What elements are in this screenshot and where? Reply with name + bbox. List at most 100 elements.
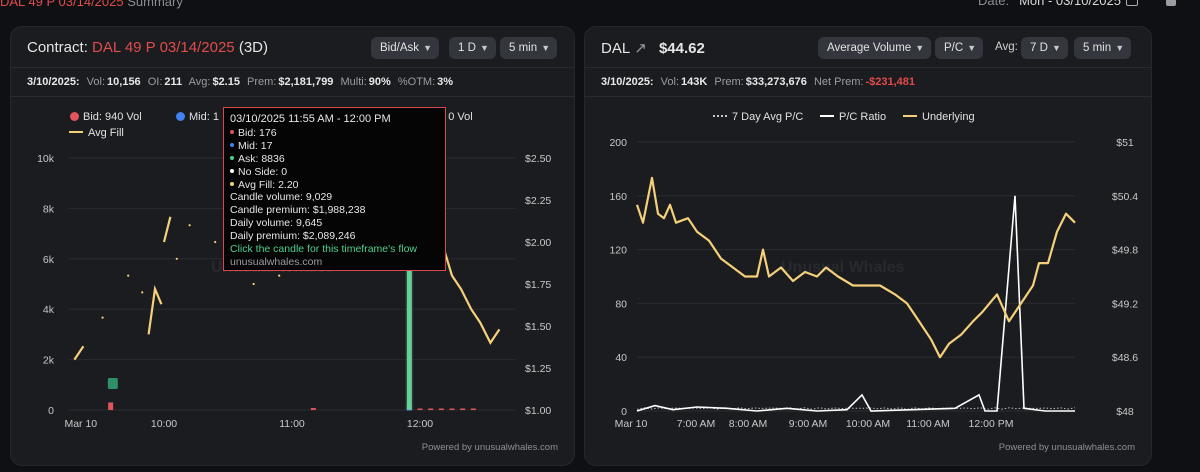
y-axis-tick-label: 200	[609, 137, 627, 149]
legend-mid[interactable]: Mid: 1	[176, 111, 219, 123]
tooltip-bid-text: Bid: 176	[238, 126, 277, 139]
date-value[interactable]: Mon - 03/10/2025	[1019, 0, 1121, 8]
avg-fill-point	[252, 282, 255, 286]
title-prefix: Contract:	[27, 39, 88, 56]
y2-axis-tick-label: $2.25	[525, 195, 551, 207]
range-dropdown[interactable]: 1 D ▼	[449, 37, 496, 59]
ask-dot-icon	[230, 155, 234, 160]
x-axis-tick-label: Mar 10	[615, 418, 648, 430]
legend-avgfill-label: Avg Fill	[88, 127, 124, 139]
panel-header: Contract: DAL 49 P 03/14/2025 (3D) Bid/A…	[11, 27, 574, 67]
line-swatch-icon	[69, 131, 83, 133]
avg-dropdown[interactable]: 7 D ▼	[1021, 37, 1068, 59]
y2-axis-tick-label: $1.75	[525, 279, 551, 291]
noside-dot-icon	[230, 168, 234, 173]
y-axis-tick-label: 8k	[43, 203, 55, 215]
panel-title: DAL ↗ $44.62	[601, 39, 705, 57]
ticker[interactable]: DAL	[601, 40, 631, 57]
avg-fill-point	[101, 316, 104, 319]
y2-axis-tick-label: $50.4	[1112, 191, 1138, 203]
tooltip-candle-volume: Candle volume: 9,029	[230, 191, 333, 204]
chevron-down-icon: ▼	[541, 43, 551, 53]
tooltip-title: 03/10/2025 11:55 AM - 12:00 PM	[230, 113, 391, 125]
y-axis-tick-label: 40	[615, 352, 627, 364]
stat-vol-label: Vol:	[660, 76, 680, 88]
stat-netprem-label: Net Prem:	[813, 76, 864, 88]
y-axis-tick-label: 10k	[37, 153, 55, 165]
tooltip-noside: No Side: 0	[230, 166, 439, 179]
x-axis-tick-label: 10:00 AM	[846, 418, 890, 430]
y-axis-tick-label: 2k	[43, 355, 55, 367]
legend-underlying[interactable]: Underlying	[903, 111, 975, 123]
tooltip-avgfill: Avg Fill: 2.20	[230, 179, 439, 192]
avg-fill-line	[147, 284, 163, 335]
line-swatch-icon	[903, 115, 917, 117]
y2-axis-tick-label: $51	[1116, 137, 1134, 149]
mid-dot-icon	[176, 112, 185, 121]
date-picker[interactable]: Date: Mon - 03/10/2025	[978, 0, 1121, 8]
pc-ratio-chart[interactable]: 0 40 80 120 160 200 $48 $48.6 $49.2 $49.8 $50.4 $51…	[585, 27, 1153, 467]
top-bar: DAL 49 P 03/14/2025 Summary Date: Mon - 0…	[0, 0, 1200, 20]
y-axis-tick-label: 6k	[43, 254, 55, 266]
bid-bar	[438, 408, 444, 410]
bid-bar	[428, 408, 434, 410]
y2-axis-tick-label: $1.25	[525, 363, 551, 375]
legend-avg7[interactable]: 7 Day Avg P/C	[713, 111, 803, 123]
external-link-icon[interactable]: ↗	[634, 40, 647, 57]
interval-dropdown[interactable]: 5 min ▼	[500, 37, 558, 59]
legend-mid-label: Mid: 1	[189, 111, 219, 123]
range-label: 1 D	[458, 42, 476, 54]
y-axis-tick-label: 0	[48, 405, 54, 417]
legend-pc-label: P/C Ratio	[839, 111, 887, 123]
y2-axis-tick-label: $48.6	[1112, 352, 1138, 364]
stat-prem-label: Prem:	[714, 76, 744, 88]
tooltip-mid: Mid: 17	[230, 140, 439, 153]
bid-bar	[417, 408, 423, 410]
interval-dropdown[interactable]: 5 min ▼	[1074, 37, 1132, 59]
hover-highlight	[405, 156, 414, 410]
tooltip-footer: unusualwhales.com	[230, 255, 323, 268]
y2-axis-tick-label: $1.50	[525, 321, 551, 333]
contract-chart-panel: Contract: DAL 49 P 03/14/2025 (3D) Bid/A…	[10, 26, 575, 466]
powered-by[interactable]: Powered by unusualwhales.com	[998, 442, 1135, 453]
x-axis-tick-label: 12:00	[407, 418, 433, 430]
stat-avg-label: Avg:	[188, 76, 211, 88]
bid-bar	[310, 407, 316, 410]
legend-pc[interactable]: P/C Ratio	[820, 111, 886, 123]
bidask-dropdown[interactable]: Bid/Ask ▼	[371, 37, 439, 59]
stat-otm: 3%	[437, 76, 454, 88]
tooltip-flow-link[interactable]: Click the candle for this timeframe's fl…	[230, 243, 417, 256]
tooltip-daily-premium: Daily premium: $2,089,246	[230, 230, 356, 243]
y2-axis-tick-label: $2.00	[525, 237, 551, 249]
powered-by[interactable]: Powered by unusualwhales.com	[421, 442, 558, 453]
candle-tooltip: 03/10/2025 11:55 AM - 12:00 PM Bid: 176 …	[223, 107, 446, 271]
tooltip-bid: Bid: 176	[230, 127, 439, 140]
avg-fill-line	[73, 345, 85, 361]
y-axis-tick-label: 160	[609, 191, 627, 203]
tooltip-candle-premium: Candle premium: $1,988,238	[230, 204, 366, 217]
legend-avg7-label: 7 Day Avg P/C	[732, 111, 804, 123]
chevron-down-icon: ▼	[915, 43, 925, 53]
x-axis-tick-label: 7:00 AM	[677, 418, 716, 430]
ratio-dropdown[interactable]: P/C ▼	[935, 37, 984, 59]
legend-bid[interactable]: Bid: 940 Vol	[70, 111, 142, 123]
legend-avgfill[interactable]: Avg Fill	[69, 127, 124, 139]
stat-date: 3/10/2025:	[601, 76, 654, 88]
ask-bar	[406, 187, 412, 410]
x-axis-tick-label: 10:00	[151, 418, 177, 430]
metric-dropdown[interactable]: Average Volume ▼	[818, 37, 932, 59]
underlying-line	[635, 176, 1076, 359]
tooltip-ask: Ask: 8836	[230, 153, 439, 166]
breadcrumb-contract[interactable]: DAL 49 P 03/14/2025	[0, 0, 124, 9]
calendar-icon[interactable]	[1126, 0, 1138, 6]
breadcrumb-suffix: Summary	[127, 0, 183, 9]
x-axis-tick-label: 8:00 AM	[729, 418, 768, 430]
contract-name: DAL 49 P 03/14/2025	[92, 39, 235, 56]
avg-fill-point	[175, 257, 178, 260]
stat-avg: $2.15	[212, 76, 240, 88]
panel-title: Contract: DAL 49 P 03/14/2025 (3D)	[27, 39, 268, 56]
tooltip-noside-text: No Side: 0	[238, 165, 288, 178]
interval-label: 5 min	[509, 42, 538, 54]
bell-icon[interactable]	[1166, 0, 1176, 6]
stat-multi: 90%	[368, 76, 391, 88]
